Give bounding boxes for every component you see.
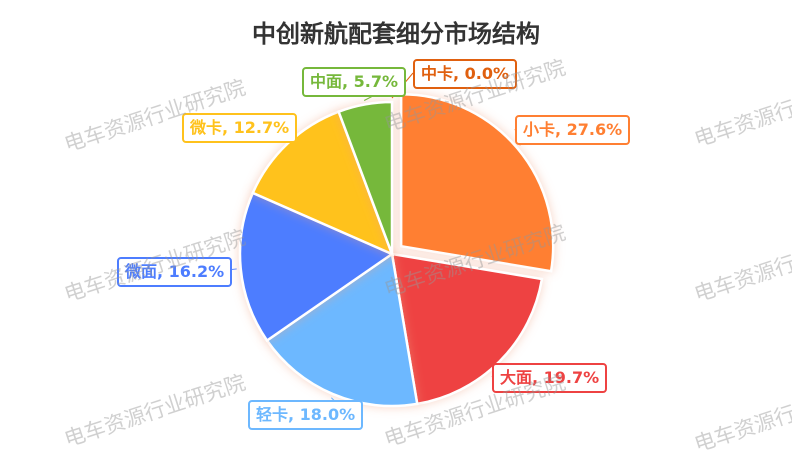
- data-label: 中面, 5.7%: [302, 67, 407, 97]
- pie-slice-6: [337, 100, 394, 255]
- pie-slice-3: [265, 251, 419, 408]
- pie-slice-5: [251, 110, 395, 257]
- data-label: 轻卡, 18.0%: [248, 400, 364, 430]
- data-label: 大面, 19.7%: [492, 363, 608, 393]
- data-label: 中卡, 0.0%: [413, 59, 518, 89]
- chart-title: 中创新航配套细分市场结构: [252, 20, 540, 48]
- data-label: 小卡, 27.6%: [515, 115, 631, 145]
- data-label: 微卡, 12.7%: [182, 113, 298, 143]
- pie-slice-2: [390, 252, 544, 406]
- data-label: 微面, 16.2%: [117, 257, 233, 287]
- pie-slice-4: [238, 191, 395, 343]
- pie-slice-1: [399, 92, 555, 273]
